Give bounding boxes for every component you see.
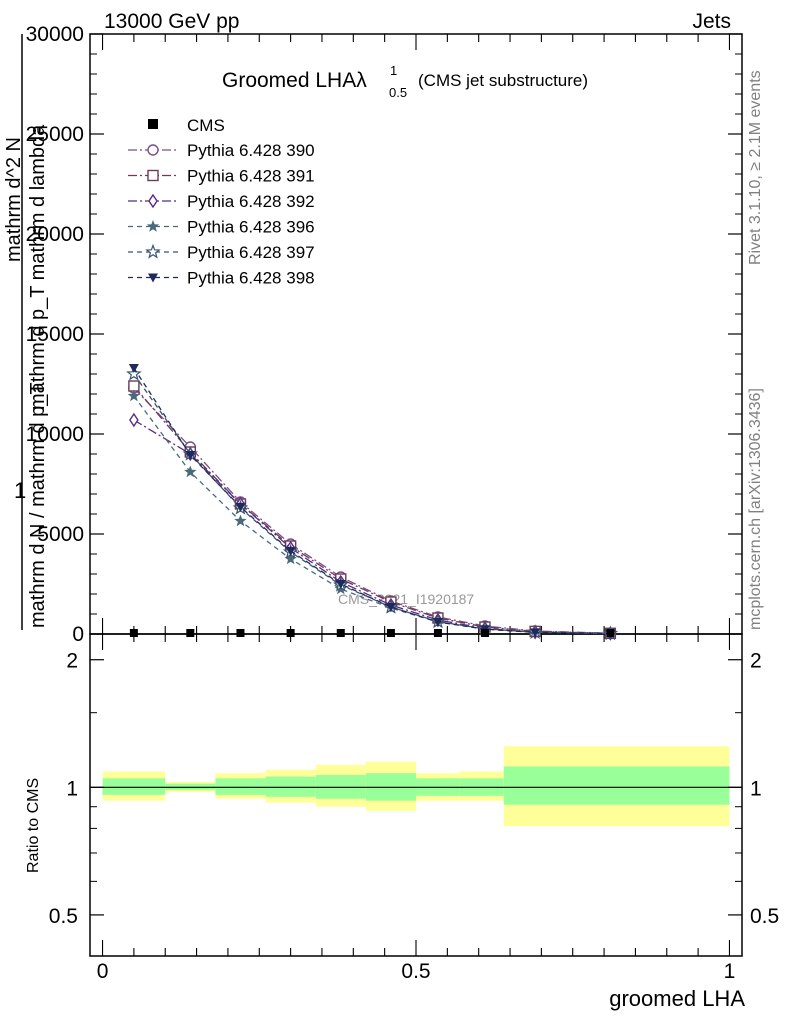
series-point [335, 580, 346, 589]
series-point [432, 618, 443, 627]
series-point [184, 465, 197, 478]
series-point [285, 547, 296, 556]
ratio-y-tick-label-right: 2 [750, 650, 762, 673]
cms-data-point [386, 629, 395, 637]
series-line [133, 419, 611, 635]
series-point [385, 603, 396, 612]
svg-text:Groomed LHAλ: Groomed LHAλ [222, 69, 367, 92]
series-point [126, 365, 142, 381]
legend-marker [148, 193, 158, 209]
ratio-y-tick-label: 0.5 [49, 905, 78, 928]
y-tick-label: 0 [72, 623, 84, 646]
ratio-layer: 0.5 0.5 1 1 2 2 [49, 650, 779, 928]
mcplots-label: mcplots.cern.ch [arXiv:1306.3436] [747, 388, 764, 630]
main-ticks: 0 5000 10000 15000 20000 25000 30000 0 0.5 1 [26, 23, 742, 983]
cms-data-point [129, 629, 138, 637]
cms-data-point [606, 629, 615, 637]
series-line [133, 387, 611, 634]
header-left: 13000 GeV pp [104, 10, 239, 33]
y-tick-label: 30000 [26, 23, 84, 46]
series-line [133, 385, 611, 634]
ratio-y-tick-label-right: 0.5 [750, 905, 779, 928]
series-point [127, 389, 141, 402]
y-tick-label: 10000 [26, 423, 84, 446]
ylabel-denominator: mathrm d N / mathrm d p_T [27, 382, 49, 628]
ratio-band-inner [503, 766, 730, 805]
series-layer [126, 364, 619, 641]
cms-data-point [480, 629, 489, 637]
rivet-label: Rivet 3.1.10, ≥ 2.1M events [747, 70, 764, 265]
ylabel-numerator: mathrm d^2 N [3, 137, 25, 262]
cms-data-point [286, 629, 295, 637]
series-line [133, 373, 611, 635]
main-y-label: 1 mathrm d N / mathrm d p_T mathrm d^2 N… [3, 34, 49, 630]
ylabel-lambda: mathrm d p_T mathrm d lambda [27, 124, 49, 410]
legend-label: Pythia 6.428 391 [187, 167, 315, 186]
legend: CMS Pythia 6.428 390 Pythia 6.428 391 Pythi… [128, 116, 315, 288]
legend-marker [147, 144, 159, 156]
series-point [234, 514, 247, 527]
legend-marker [145, 243, 161, 259]
plot-title: Groomed LHAλ 1 0.5 (CMS jet substructure… [222, 63, 588, 100]
y-tick-label: 5000 [37, 523, 84, 546]
y-tick-label: 20000 [26, 223, 84, 246]
legend-marker [146, 220, 160, 232]
x-tick-label: 1 [724, 960, 736, 983]
x-axis-label: groomed LHA [609, 986, 745, 1011]
y-tick-label: 15000 [26, 323, 84, 346]
title-suffix: (CMS jet substructure) [418, 71, 588, 90]
series-point [128, 364, 139, 373]
cms-data-point [186, 629, 195, 637]
title-main: Groomed LHAλ [222, 69, 367, 92]
ratio-y-label: Ratio to CMS [25, 778, 42, 873]
legend-label: Pythia 6.428 398 [187, 269, 315, 288]
legend-label: Pythia 6.428 396 [187, 218, 315, 237]
ylabel-one: 1 [14, 478, 26, 503]
title-sub: 0.5 [389, 85, 407, 100]
legend-marker [148, 273, 158, 283]
x-tick-label: 0 [97, 960, 109, 983]
legend-label: Pythia 6.428 390 [187, 141, 315, 160]
cms-data-point [236, 629, 245, 637]
x-tick-label: 0.5 [401, 960, 430, 983]
ratio-band-inner [102, 778, 166, 795]
watermark: CMS_2021_I1920187 [338, 591, 474, 607]
legend-marker [147, 169, 159, 182]
legend-label: Pythia 6.428 392 [187, 192, 315, 211]
legend-cms-label: CMS [187, 116, 225, 135]
ratio-band-inner [215, 778, 266, 795]
ratio-band-inner [265, 776, 316, 797]
ratio-y-tick-label: 1 [66, 777, 78, 800]
ratio-y-tick-label: 2 [66, 650, 78, 673]
series-line [133, 367, 611, 635]
series-point [185, 451, 196, 460]
cms-data-point [336, 629, 345, 637]
legend-cms-marker [148, 119, 158, 129]
legend-label: Pythia 6.428 397 [187, 243, 315, 262]
cms-data-point [433, 629, 442, 637]
ratio-y-tick-label-right: 1 [750, 777, 762, 800]
series-point [284, 552, 297, 565]
title-sup: 1 [390, 63, 397, 78]
series-point [530, 628, 541, 638]
series-point [235, 503, 246, 512]
series-point [128, 380, 140, 392]
y-tick-label: 25000 [26, 123, 84, 146]
header-right: Jets [692, 10, 731, 33]
series-point [129, 412, 139, 428]
